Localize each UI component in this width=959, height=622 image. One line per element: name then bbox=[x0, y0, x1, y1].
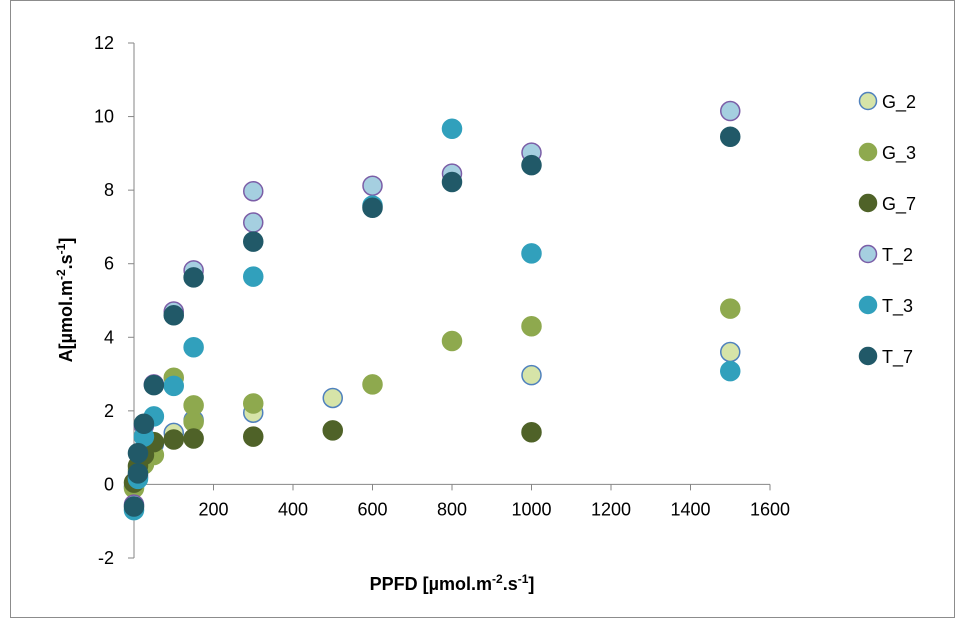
data-point bbox=[362, 197, 383, 219]
axes: -202468101202004006008001000120014001600 bbox=[94, 33, 790, 568]
data-point bbox=[123, 496, 145, 517]
legend-marker bbox=[858, 193, 878, 213]
y-tick-label: 8 bbox=[104, 180, 114, 200]
series-T_7 bbox=[123, 126, 741, 517]
legend-label: G_2 bbox=[882, 92, 916, 113]
legend-marker bbox=[858, 142, 878, 162]
legend: G_2 G_3 G_7 T_2 T_3 T_7 bbox=[858, 91, 916, 368]
legend-label: T_3 bbox=[882, 296, 913, 317]
data-point bbox=[183, 428, 204, 449]
data-point bbox=[521, 316, 542, 337]
y-tick-label: 4 bbox=[104, 327, 114, 347]
legend-label: G_3 bbox=[882, 143, 916, 164]
data-point bbox=[163, 429, 184, 450]
y-tick-label: 10 bbox=[94, 107, 114, 127]
data-point bbox=[322, 420, 343, 441]
series-G_2 bbox=[123, 341, 741, 497]
legend-label: T_7 bbox=[882, 347, 913, 368]
data-point bbox=[243, 266, 264, 287]
data-point bbox=[441, 118, 463, 139]
data-point bbox=[183, 267, 204, 288]
legend-marker bbox=[858, 346, 878, 366]
data-point bbox=[243, 231, 264, 252]
data-point bbox=[183, 336, 204, 358]
y-tick-label: 2 bbox=[104, 401, 114, 421]
legend-marker bbox=[858, 295, 878, 315]
series-G_3 bbox=[123, 298, 741, 499]
x-tick-label: 1200 bbox=[591, 499, 631, 519]
data-point bbox=[133, 413, 155, 434]
data-point bbox=[441, 330, 463, 352]
data-point bbox=[521, 421, 542, 443]
series-T_3 bbox=[123, 118, 741, 521]
series-G_7 bbox=[123, 420, 542, 493]
data-point bbox=[362, 175, 383, 196]
y-tick-label: 0 bbox=[104, 474, 114, 494]
data-point bbox=[322, 387, 343, 409]
data-point bbox=[521, 243, 542, 264]
data-point bbox=[163, 375, 184, 397]
y-axis-title: A[µmol.m-2.s-1] bbox=[54, 238, 76, 363]
x-tick-label: 1600 bbox=[750, 499, 790, 519]
x-tick-label: 1000 bbox=[511, 499, 551, 519]
data-points bbox=[123, 100, 741, 521]
series-T_2 bbox=[123, 100, 741, 515]
legend-marker bbox=[858, 244, 878, 264]
data-point bbox=[521, 154, 542, 176]
legend-marker bbox=[858, 91, 878, 111]
data-point bbox=[243, 393, 264, 414]
data-point bbox=[720, 341, 741, 363]
x-tick-label: 400 bbox=[278, 499, 308, 519]
data-point bbox=[243, 426, 264, 447]
data-point bbox=[720, 126, 741, 148]
data-point bbox=[720, 360, 741, 382]
y-tick-label: -2 bbox=[98, 548, 114, 568]
y-tick-label: 6 bbox=[104, 254, 114, 274]
legend-label: T_2 bbox=[882, 245, 913, 266]
legend-label: G_7 bbox=[882, 194, 916, 215]
x-tick-label: 600 bbox=[357, 499, 387, 519]
x-axis-title: PPFD [µmol.m-2.s-1] bbox=[370, 572, 535, 594]
axis-titles: PPFD [µmol.m-2.s-1] A[µmol.m-2.s-1] bbox=[54, 238, 534, 594]
data-point bbox=[720, 298, 741, 319]
data-point bbox=[521, 364, 542, 386]
data-point bbox=[243, 180, 264, 202]
data-point bbox=[243, 212, 264, 233]
x-tick-label: 200 bbox=[198, 499, 228, 519]
x-tick-label: 800 bbox=[437, 499, 467, 519]
data-point bbox=[441, 171, 463, 193]
data-point bbox=[127, 442, 149, 464]
data-point bbox=[143, 374, 165, 396]
y-tick-label: 12 bbox=[94, 33, 114, 53]
data-point bbox=[362, 374, 383, 395]
data-point bbox=[163, 304, 184, 326]
x-tick-label: 1400 bbox=[670, 499, 710, 519]
data-point bbox=[720, 100, 741, 122]
data-point bbox=[127, 463, 149, 484]
